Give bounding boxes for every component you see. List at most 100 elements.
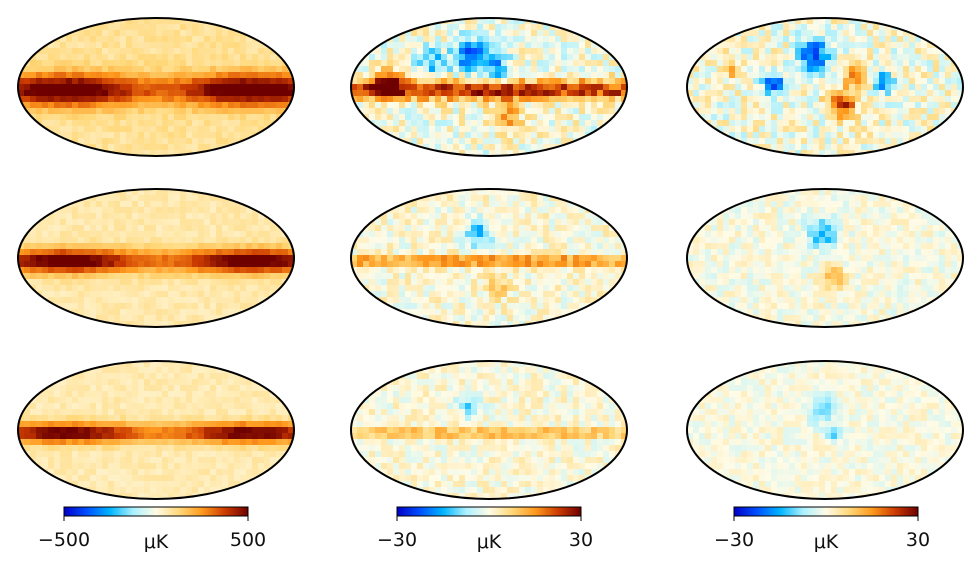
map-pixel (114, 54, 121, 61)
map-pixel (471, 78, 478, 85)
map-pixel (36, 445, 43, 452)
map-pixel (144, 261, 151, 268)
map-pixel (441, 225, 448, 232)
map-pixel (162, 261, 169, 268)
map-pixel (435, 261, 442, 268)
map-pixel (228, 120, 235, 127)
map-pixel (54, 225, 61, 232)
map-pixel (357, 132, 364, 139)
map-pixel (423, 219, 430, 226)
map-pixel (24, 36, 31, 43)
map-pixel (228, 469, 235, 476)
map-pixel (240, 439, 247, 446)
map-pixel (150, 225, 157, 232)
map-pixel (573, 48, 580, 55)
map-pixel (84, 297, 91, 304)
map-pixel (174, 249, 181, 256)
map-pixel (615, 249, 622, 256)
map-pixel (84, 36, 91, 43)
map-pixel (186, 309, 193, 316)
map-pixel (192, 78, 199, 85)
map-pixel (90, 267, 97, 274)
map-pixel (156, 475, 163, 482)
map-pixel (222, 361, 229, 368)
map-pixel (24, 207, 31, 214)
map-pixel (60, 48, 67, 55)
map-pixel (228, 267, 235, 274)
map-pixel (351, 84, 358, 91)
map-pixel (186, 427, 193, 434)
map-pixel (30, 201, 37, 208)
map-pixel (222, 78, 229, 85)
map-pixel (246, 225, 253, 232)
map-pixel (531, 120, 538, 127)
map-pixel (621, 78, 627, 85)
map-pixel (363, 144, 370, 151)
map-pixel (90, 195, 97, 202)
map-pixel (369, 150, 376, 156)
map-pixel (198, 84, 205, 91)
map-pixel (555, 36, 562, 43)
map-pixel (369, 78, 376, 85)
map-pixel (270, 321, 277, 327)
map-pixel (417, 255, 424, 262)
map-pixel (174, 201, 181, 208)
map-pixel (144, 315, 151, 322)
map-pixel (216, 439, 223, 446)
map-pixel (525, 72, 532, 79)
map-pixel (615, 66, 622, 73)
map-pixel (519, 243, 526, 250)
map-pixel (30, 150, 37, 156)
map-pixel (465, 144, 472, 151)
map-pixel (543, 219, 550, 226)
map-pixel (234, 309, 241, 316)
map-pixel (258, 315, 265, 322)
map-r2-c2 (350, 188, 628, 328)
map-pixel (549, 273, 556, 280)
map-pixel (228, 451, 235, 458)
map-pixel (204, 367, 211, 374)
map-pixel (138, 249, 145, 256)
map-pixel (234, 427, 241, 434)
map-pixel (156, 189, 163, 196)
map-pixel (288, 108, 294, 115)
map-pixel (363, 84, 370, 91)
map-pixel (138, 273, 145, 280)
map-pixel (192, 24, 199, 31)
map-pixel (393, 237, 400, 244)
map-pixel (60, 291, 67, 298)
map-pixel (375, 267, 382, 274)
map-pixel (228, 427, 235, 434)
map-pixel (174, 267, 181, 274)
map-pixel (609, 150, 616, 156)
map-pixel (453, 24, 460, 31)
map-pixel (66, 279, 73, 286)
map-pixel (585, 30, 592, 37)
map-pixel (363, 126, 370, 133)
map-pixel (216, 36, 223, 43)
map-pixel (549, 72, 556, 79)
map-pixel (126, 132, 133, 139)
map-pixel (441, 267, 448, 274)
map-pixel (78, 66, 85, 73)
map-pixel (288, 144, 294, 151)
map-pixel (60, 231, 67, 238)
map-pixel (234, 463, 241, 470)
map-pixel (42, 60, 49, 67)
map-pixel (489, 132, 496, 139)
map-pixel (84, 279, 91, 286)
map-pixel (405, 213, 412, 220)
map-pixel (150, 367, 157, 374)
map-pixel (453, 96, 460, 103)
map-pixel (549, 96, 556, 103)
map-pixel (102, 219, 109, 226)
map-pixel (174, 433, 181, 440)
map-pixel (447, 54, 454, 61)
map-pixel (525, 114, 532, 121)
map-pixel (60, 361, 67, 368)
map-pixel (246, 132, 253, 139)
map-pixel (375, 150, 382, 156)
map-pixel (288, 303, 294, 310)
map-pixel (234, 231, 241, 238)
map-pixel (132, 255, 139, 262)
